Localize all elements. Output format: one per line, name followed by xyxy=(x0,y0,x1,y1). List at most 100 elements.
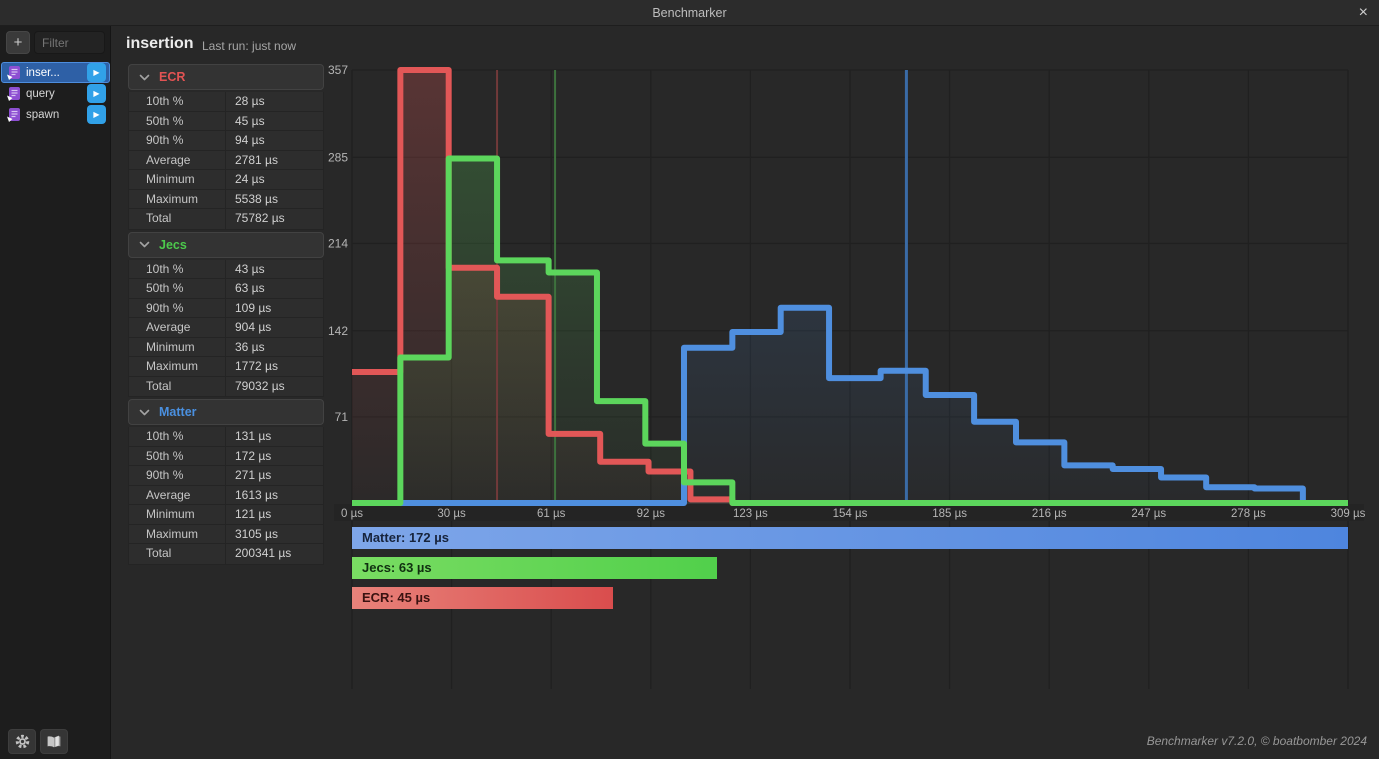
chevron-down-icon xyxy=(139,74,150,81)
version-credit: Benchmarker v7.2.0, © boatbomber 2024 xyxy=(1146,734,1367,748)
area-jecs xyxy=(352,158,1348,503)
stats-section-header-ecr[interactable]: ECR xyxy=(128,64,324,90)
script-icon xyxy=(6,107,22,123)
stat-row: Average 904 µs xyxy=(129,318,323,338)
svg-text:357: 357 xyxy=(328,63,348,77)
run-benchmark-button[interactable]: ▶ xyxy=(87,84,106,103)
stat-label: 90th % xyxy=(129,131,226,150)
stats-section-header-matter[interactable]: Matter xyxy=(128,399,324,425)
stat-row: Minimum 24 µs xyxy=(129,170,323,190)
stats-rows: 10th % 131 µs 50th % 172 µs 90th % 271 µs Aver… xyxy=(128,427,324,565)
stat-row: Minimum 36 µs xyxy=(129,337,323,357)
run-benchmark-button[interactable]: ▶ xyxy=(87,105,106,124)
stat-label: Total xyxy=(129,376,226,396)
stat-label: 10th % xyxy=(129,259,226,278)
stat-row: 90th % 109 µs xyxy=(129,298,323,318)
stats-rows: 10th % 28 µs 50th % 45 µs 90th % 94 µs Average… xyxy=(128,92,324,230)
docs-button[interactable] xyxy=(40,729,68,754)
stat-value: 904 µs xyxy=(235,320,272,334)
stat-row: 50th % 63 µs xyxy=(129,279,323,299)
run-benchmark-button[interactable]: ▶ xyxy=(87,63,106,82)
stat-value: 121 µs xyxy=(235,507,272,521)
stat-value: 131 µs xyxy=(235,429,272,443)
axis-strip xyxy=(334,504,1364,521)
stats-rows: 10th % 43 µs 50th % 63 µs 90th % 109 µs Averag… xyxy=(128,259,324,397)
script-icon xyxy=(6,86,22,102)
svg-text:247 µs: 247 µs xyxy=(1131,508,1166,520)
stat-value: 36 µs xyxy=(235,339,265,354)
stat-label: 50th % xyxy=(129,111,226,130)
stat-label: Average xyxy=(129,485,226,504)
series-line-matter xyxy=(352,304,1348,506)
stat-label: Maximum xyxy=(129,189,226,208)
stat-row: 50th % 172 µs xyxy=(129,446,323,466)
svg-text:30 µs: 30 µs xyxy=(437,508,466,520)
svg-text:185 µs: 185 µs xyxy=(932,508,967,520)
svg-text:61 µs: 61 µs xyxy=(537,508,566,520)
benchmark-label: query xyxy=(26,87,55,100)
sidebar-item-spawn[interactable]: spawn ▶ xyxy=(1,104,110,125)
stat-label: 10th % xyxy=(129,427,226,446)
svg-text:0 µs: 0 µs xyxy=(341,508,363,520)
stat-row: 90th % 94 µs xyxy=(129,131,323,151)
sidebar-item-inser[interactable]: inser... ▶ xyxy=(1,62,110,83)
stat-label: 90th % xyxy=(129,298,226,317)
stat-row: Average 1613 µs xyxy=(129,485,323,505)
stat-label: Total xyxy=(129,209,226,229)
stat-value: 2781 µs xyxy=(235,152,278,167)
series-line-ecr xyxy=(352,67,1348,506)
stat-label: Minimum xyxy=(129,505,226,524)
stat-value: 172 µs xyxy=(235,448,272,463)
filter-input[interactable] xyxy=(34,31,105,54)
stat-value: 200341 µs xyxy=(235,546,292,560)
close-icon[interactable]: × xyxy=(1358,4,1368,21)
svg-text:216 µs: 216 µs xyxy=(1032,508,1067,520)
median-bars: Matter: 172 µs Jecs: 63 µs ECR: 45 µs xyxy=(352,527,1348,617)
stat-value: 43 µs xyxy=(235,261,265,276)
plus-icon: + xyxy=(13,33,23,51)
x-axis-labels: 0 µs 30 µs 61 µs 92 µs 123 µs 154 µs 185 µs 216… xyxy=(341,508,1366,520)
benchmark-label: spawn xyxy=(26,108,60,121)
window-title: Benchmarker xyxy=(652,6,727,20)
stat-label: 50th % xyxy=(129,446,226,465)
settings-button[interactable] xyxy=(8,729,36,754)
sidebar-item-query[interactable]: query ▶ xyxy=(1,83,110,104)
stat-value: 5538 µs xyxy=(235,191,278,206)
median-bar-matter: Matter: 172 µs xyxy=(352,527,1348,549)
stats-section-title: Jecs xyxy=(159,237,187,252)
area-matter xyxy=(352,307,1348,503)
stat-row: Total 200341 µs xyxy=(129,544,323,564)
stat-row: Total 75782 µs xyxy=(129,209,323,229)
stat-value: 1613 µs xyxy=(235,487,278,502)
median-bar-jecs: Jecs: 63 µs xyxy=(352,557,717,579)
median-bar-ecr: ECR: 45 µs xyxy=(352,587,613,609)
stat-value: 63 µs xyxy=(235,281,265,295)
stat-value: 94 µs xyxy=(235,133,265,147)
stat-label: Minimum xyxy=(129,337,226,356)
stat-label: 90th % xyxy=(129,466,226,485)
svg-text:92 µs: 92 µs xyxy=(637,508,666,520)
stat-value: 271 µs xyxy=(235,468,272,482)
stat-value: 75782 µs xyxy=(235,211,285,225)
stat-row: 50th % 45 µs xyxy=(129,111,323,131)
svg-text:142: 142 xyxy=(328,324,348,338)
stats-section-header-jecs[interactable]: Jecs xyxy=(128,231,324,258)
add-benchmark-button[interactable]: + xyxy=(6,31,30,54)
stat-row: Maximum 5538 µs xyxy=(129,189,323,209)
svg-text:154 µs: 154 µs xyxy=(833,508,868,520)
gear-icon xyxy=(15,734,30,749)
script-icon xyxy=(6,65,22,81)
stat-row: Minimum 121 µs xyxy=(129,505,323,525)
svg-text:214: 214 xyxy=(328,236,348,250)
stat-value: 3105 µs xyxy=(235,526,278,541)
stat-row: Maximum 1772 µs xyxy=(129,357,323,377)
series-line-jecs xyxy=(352,155,1348,506)
sidebar: + inser... ▶ query ▶ spawn ▶ xyxy=(0,26,111,759)
stat-label: 50th % xyxy=(129,279,226,298)
stats-panel: ECR 10th % 28 µs 50th % 45 µs 90th % 94 µs Aver… xyxy=(128,64,324,567)
benchmark-label: inser... xyxy=(26,66,60,79)
stat-value: 79032 µs xyxy=(235,378,285,393)
stat-value: 24 µs xyxy=(235,172,265,186)
stat-label: Average xyxy=(129,318,226,337)
